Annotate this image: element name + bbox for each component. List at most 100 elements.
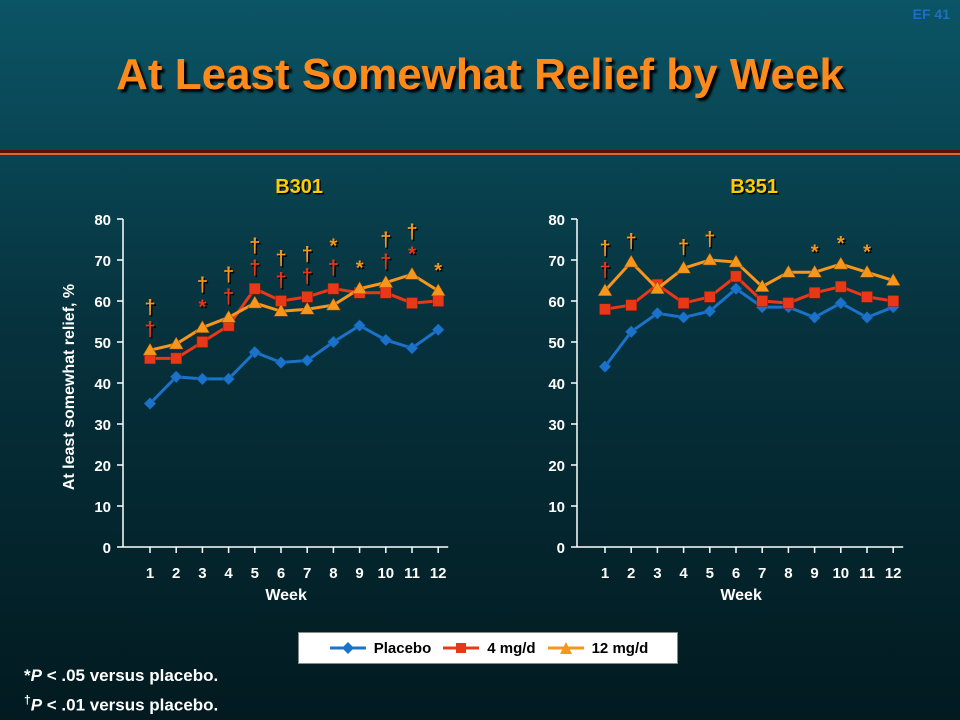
point-placebo-1-11 [860, 311, 874, 324]
x-tick-label-0-1: 1 [146, 565, 154, 582]
sig-12mg-0-10-shadow: † [382, 231, 393, 253]
sig-12mg-0-5-shadow: † [251, 237, 262, 259]
y-tick-label-0-50: 50 [94, 335, 111, 352]
point-placebo-0-6 [274, 356, 288, 369]
point-mg12-0-9 [352, 281, 368, 294]
sig-4mg-0-1-shadow: † [146, 321, 157, 343]
point-placebo-1-1 [598, 360, 612, 373]
x-tick-label-0-3: 3 [198, 565, 206, 582]
point-mg4-0-12 [432, 295, 444, 307]
y-tick-label-1-80: 80 [548, 212, 565, 229]
sig-12mg-0-3-shadow: † [198, 276, 209, 298]
sig-12mg-1-5-shadow: † [706, 231, 717, 253]
point-mg12-0-12 [430, 283, 446, 296]
point-mg4-1-9 [808, 287, 821, 299]
point-mg12-0-5 [247, 295, 263, 309]
chart-title-0: B301 [275, 176, 323, 198]
point-mg12-0-3 [194, 320, 210, 333]
y-tick-label-0-80: 80 [94, 212, 111, 229]
series-line-placebo-1 [603, 286, 894, 368]
point-placebo-0-3 [196, 372, 209, 386]
point-mg12-1-2 [623, 254, 639, 268]
point-mg12-0-1 [142, 342, 158, 356]
sig-4mg-0-3: * [199, 297, 207, 319]
legend-item-12mg: 12 mg/d [546, 639, 649, 657]
series-line-mg12-0 [149, 272, 439, 352]
point-mg12-1-4 [676, 260, 692, 274]
sig-4mg-0-8: † [328, 258, 339, 280]
x-tick-label-1-7: 7 [758, 565, 766, 582]
y-tick-label-0-0: 0 [103, 540, 111, 557]
x-tick-label-0-10: 10 [377, 565, 394, 582]
point-mg4-0-5 [249, 282, 261, 295]
legend-label-placebo: Placebo [373, 639, 432, 657]
x-tick-label-0-8: 8 [329, 565, 337, 582]
series-line-mg12-1 [603, 258, 894, 292]
point-mg12-1-1 [597, 283, 613, 296]
sig-4mg-1-1-shadow: † [601, 261, 612, 283]
sig-12mg-0-1-shadow: † [146, 299, 157, 321]
x-axis-title-1: Week [720, 587, 762, 604]
point-mg4-1-4 [677, 297, 690, 309]
footnotes: *P < .05 versus placebo. †P < .01 versus… [24, 664, 218, 718]
point-placebo-0-11 [405, 341, 419, 355]
sig-12mg-0-6-shadow: † [277, 250, 288, 272]
sig-12mg-1-9-shadow: * [812, 243, 820, 265]
x-tick-label-1-12: 12 [885, 565, 902, 582]
series-line-placebo-0 [148, 323, 440, 405]
point-placebo-0-8 [327, 335, 340, 349]
point-placebo-0-5 [248, 345, 262, 359]
sig-4mg-0-8-shadow: † [329, 259, 340, 281]
y-tick-label-1-40: 40 [548, 376, 565, 393]
x-axis-title-0: Week [265, 587, 307, 604]
point-mg12-1-10 [833, 256, 849, 270]
sig-12mg-1-4: † [678, 237, 689, 259]
sig-12mg-0-9: * [356, 258, 364, 280]
point-placebo-0-7 [300, 354, 314, 367]
sig-12mg-1-2-shadow: † [627, 233, 638, 255]
footnote-dagger-p: P [30, 695, 43, 715]
legend-item-placebo: Placebo [328, 639, 432, 657]
y-tick-label-0-40: 40 [94, 376, 111, 393]
y-tick-label-1-60: 60 [548, 294, 565, 311]
point-mg12-1-5 [702, 252, 718, 266]
x-tick-label-1-11: 11 [859, 565, 875, 582]
point-mg12-0-4 [221, 309, 237, 323]
point-mg12-0-7 [299, 301, 315, 315]
legend-4mg-swatch [443, 643, 480, 653]
sig-4mg-0-10-shadow: † [382, 253, 393, 275]
x-tick-label-0-12: 12 [430, 565, 447, 582]
point-mg4-0-8 [327, 282, 340, 295]
x-tick-label-0-9: 9 [355, 565, 363, 582]
x-tick-label-1-4: 4 [679, 565, 688, 582]
footnote-dagger-symbol: † [24, 693, 31, 707]
sig-12mg-1-9: * [811, 241, 819, 263]
x-tick-label-0-5: 5 [251, 565, 259, 582]
sig-4mg-0-11: * [408, 243, 416, 265]
point-mg12-0-6 [273, 303, 289, 317]
sig-12mg-0-7-shadow: † [303, 245, 314, 267]
y-tick-label-0-60: 60 [94, 294, 111, 311]
sig-4mg-0-10: † [380, 252, 391, 274]
point-mg4-0-11 [406, 297, 418, 309]
x-tick-label-0-6: 6 [277, 565, 285, 582]
sig-4mg-0-4: † [223, 286, 234, 308]
y-tick-label-1-50: 50 [548, 335, 565, 352]
point-placebo-1-9 [808, 311, 821, 324]
footnote-dagger-text: < .01 versus placebo. [42, 695, 219, 715]
sig-4mg-1-1: † [599, 260, 610, 282]
sig-12mg-0-11: † [406, 221, 417, 243]
point-placebo-0-4 [222, 372, 235, 386]
legend-label-12mg: 12 mg/d [591, 639, 649, 657]
point-mg4-1-6 [730, 270, 742, 283]
sig-4mg-0-5: † [249, 258, 260, 280]
chart-title-1: B351 [730, 176, 778, 198]
x-tick-label-1-8: 8 [784, 565, 792, 582]
x-tick-label-1-5: 5 [706, 565, 714, 582]
sig-12mg-0-11-shadow: † [408, 223, 419, 245]
y-tick-label-1-20: 20 [548, 458, 565, 475]
sig-12mg-0-4-shadow: † [225, 266, 236, 288]
sig-4mg-0-6-shadow: † [277, 272, 288, 294]
sig-12mg-0-8-shadow: * [331, 237, 339, 259]
